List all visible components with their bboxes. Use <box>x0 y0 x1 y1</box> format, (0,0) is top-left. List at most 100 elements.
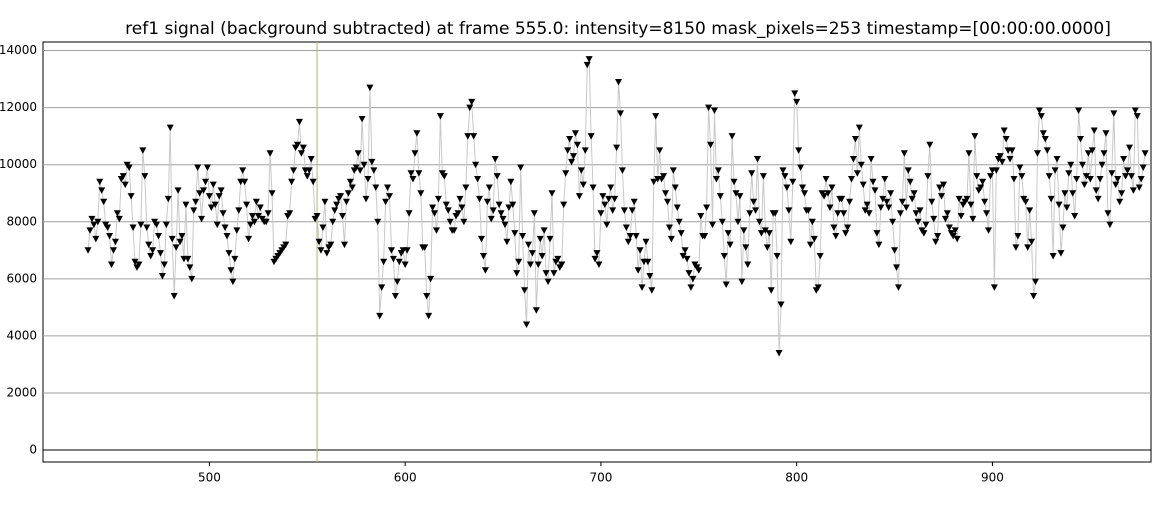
data-point <box>264 210 272 217</box>
data-point <box>299 144 307 152</box>
data-point <box>922 221 930 229</box>
data-point <box>550 270 558 277</box>
data-point <box>1061 190 1069 197</box>
data-point <box>977 184 985 192</box>
data-point <box>826 204 834 211</box>
data-point <box>309 178 317 186</box>
data-point <box>583 61 591 69</box>
data-point <box>1090 127 1098 134</box>
data-point <box>771 210 779 217</box>
data-point <box>188 275 196 283</box>
data-point <box>722 281 730 289</box>
x-tick-label: 700 <box>589 471 612 485</box>
data-point <box>462 184 470 192</box>
data-point <box>368 158 376 166</box>
data-point <box>902 204 910 211</box>
data-point <box>840 210 848 217</box>
data-point <box>131 258 139 266</box>
data-point <box>953 235 961 243</box>
data-point <box>196 190 204 197</box>
data-point <box>487 215 495 223</box>
data-point <box>969 215 977 223</box>
y-tick-label: 10000 <box>0 157 37 171</box>
y-tick-label: 6000 <box>6 271 37 285</box>
data-point <box>648 287 656 294</box>
data-point <box>992 167 1000 174</box>
data-point <box>1035 107 1043 114</box>
data-point <box>385 193 393 200</box>
data-point <box>822 175 830 183</box>
data-point <box>1051 167 1059 174</box>
data-point <box>1014 233 1022 240</box>
data-point <box>667 235 675 243</box>
data-point <box>129 224 137 231</box>
data-point <box>761 227 769 234</box>
data-point <box>894 284 902 291</box>
data-point <box>143 224 151 231</box>
data-point <box>663 198 671 206</box>
data-point <box>513 270 521 277</box>
data-point <box>1000 127 1008 134</box>
data-point <box>366 84 374 92</box>
data-point <box>209 181 217 189</box>
data-point <box>865 210 873 217</box>
data-point <box>425 312 433 320</box>
data-point <box>912 210 920 217</box>
data-point <box>738 278 746 286</box>
data-point <box>1137 175 1145 183</box>
data-point <box>930 215 938 223</box>
data-point <box>115 215 123 223</box>
data-point <box>342 198 350 206</box>
data-point <box>808 218 816 226</box>
data-point <box>489 207 497 214</box>
data-point <box>656 147 664 154</box>
data-point <box>104 224 112 231</box>
data-point <box>262 218 270 226</box>
data-point <box>344 190 352 197</box>
data-point <box>542 270 550 277</box>
data-point <box>407 170 415 177</box>
data-point <box>787 238 795 246</box>
data-point <box>493 173 501 180</box>
data-point <box>791 90 799 97</box>
data-point <box>701 233 709 240</box>
data-point <box>307 155 315 163</box>
data-point <box>505 204 513 211</box>
data-point <box>916 207 924 214</box>
data-point <box>810 235 818 243</box>
y-tick-label: 8000 <box>6 214 37 228</box>
data-point <box>554 255 562 263</box>
data-point <box>1127 173 1135 180</box>
data-point <box>470 133 478 140</box>
data-point <box>1041 136 1049 143</box>
data-point <box>1047 195 1055 203</box>
data-point <box>1053 155 1061 163</box>
data-point <box>1039 130 1047 137</box>
data-point <box>591 255 599 263</box>
data-point <box>384 184 392 192</box>
data-point <box>957 213 965 220</box>
data-point <box>861 207 869 214</box>
data-point <box>622 224 630 231</box>
data-point <box>998 158 1006 166</box>
data-point <box>714 167 722 174</box>
data-point <box>855 124 863 132</box>
data-point <box>814 284 822 291</box>
data-point <box>401 261 409 269</box>
data-point <box>1057 250 1065 257</box>
data-point <box>1002 136 1010 143</box>
data-point <box>429 204 437 211</box>
data-point <box>507 178 515 186</box>
data-point <box>94 218 102 226</box>
data-point <box>352 164 360 172</box>
data-point <box>908 195 916 203</box>
data-point <box>832 233 840 240</box>
data-point <box>182 201 190 209</box>
data-point <box>127 193 135 200</box>
data-point <box>1112 181 1120 189</box>
data-point <box>558 261 566 269</box>
data-point <box>785 207 793 214</box>
data-point <box>1118 190 1126 197</box>
data-point <box>597 210 605 217</box>
data-point <box>1075 107 1083 114</box>
